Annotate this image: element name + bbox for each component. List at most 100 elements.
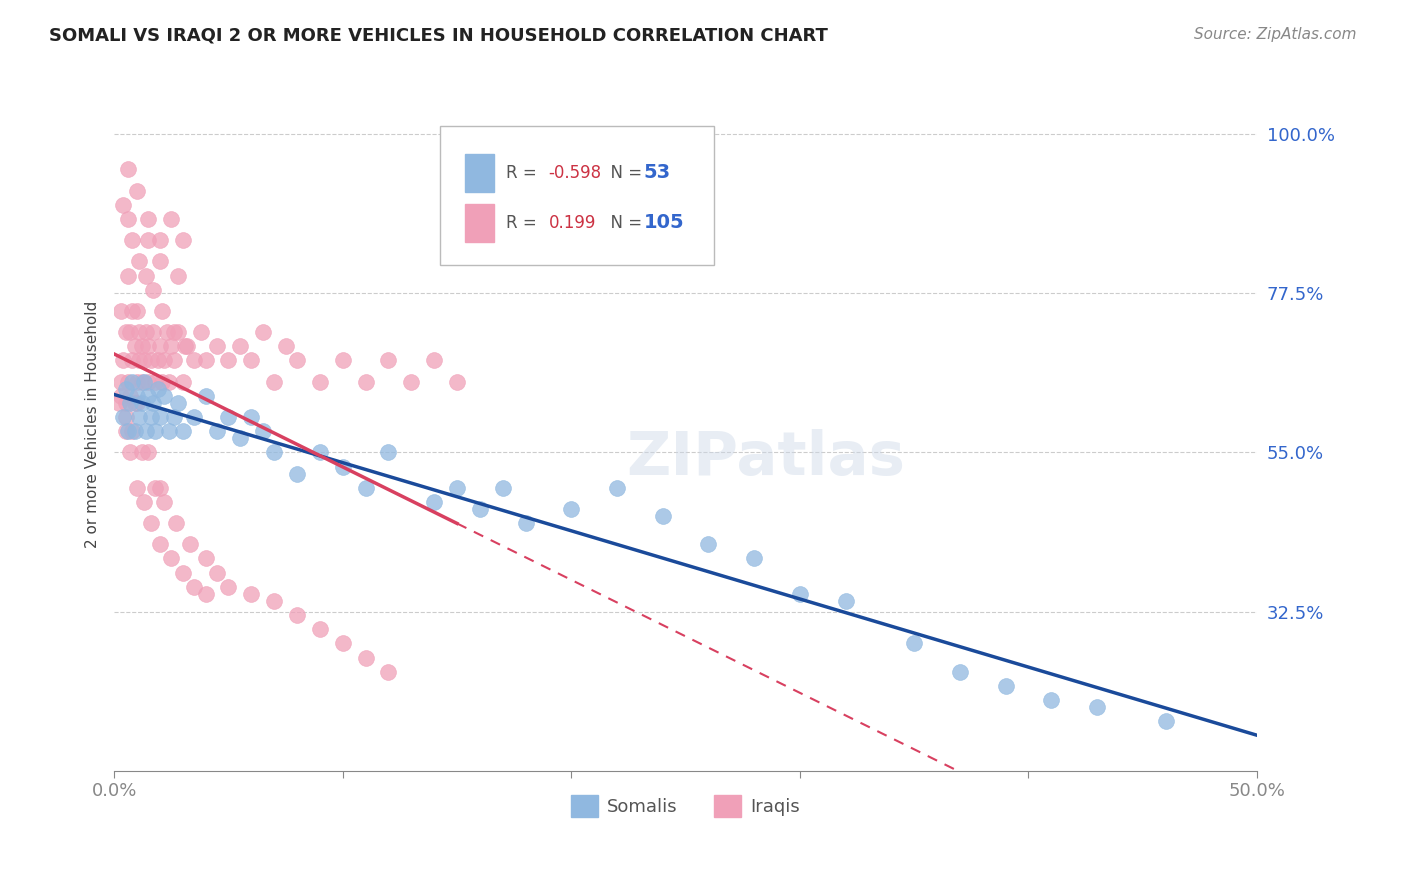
Point bbox=[285, 608, 308, 623]
Point bbox=[110, 375, 132, 389]
Point bbox=[205, 566, 228, 580]
Point bbox=[263, 594, 285, 608]
Point bbox=[114, 396, 136, 410]
Point bbox=[285, 467, 308, 481]
Point bbox=[142, 325, 165, 339]
Point bbox=[117, 211, 139, 226]
Point bbox=[131, 396, 153, 410]
Point bbox=[651, 509, 673, 524]
Point bbox=[263, 445, 285, 459]
Point bbox=[124, 339, 146, 353]
Point bbox=[183, 580, 205, 594]
Point bbox=[354, 481, 377, 495]
Point bbox=[149, 254, 172, 268]
Y-axis label: 2 or more Vehicles in Household: 2 or more Vehicles in Household bbox=[86, 301, 100, 548]
Point bbox=[149, 537, 172, 551]
Point bbox=[125, 184, 148, 198]
Point bbox=[124, 396, 146, 410]
Point bbox=[205, 424, 228, 438]
Point bbox=[135, 268, 157, 283]
Text: R =: R = bbox=[506, 214, 543, 232]
Point bbox=[994, 679, 1017, 693]
Bar bbox=[465, 153, 494, 192]
Point bbox=[120, 445, 142, 459]
Text: N =: N = bbox=[600, 164, 647, 182]
Point bbox=[229, 431, 252, 445]
Point bbox=[606, 481, 628, 495]
Point bbox=[117, 375, 139, 389]
Point bbox=[138, 233, 160, 247]
Point bbox=[120, 396, 142, 410]
Point bbox=[124, 424, 146, 438]
Point bbox=[446, 481, 468, 495]
Point bbox=[121, 304, 143, 318]
Point bbox=[697, 537, 720, 551]
Point bbox=[903, 636, 925, 650]
Point bbox=[183, 409, 205, 424]
Point bbox=[131, 375, 153, 389]
Point bbox=[377, 445, 399, 459]
Point bbox=[117, 424, 139, 438]
Point bbox=[263, 375, 285, 389]
Point bbox=[110, 304, 132, 318]
Point bbox=[172, 375, 194, 389]
Point bbox=[132, 495, 155, 509]
Point bbox=[150, 375, 173, 389]
Point bbox=[138, 375, 160, 389]
Point bbox=[110, 389, 132, 403]
Point bbox=[156, 325, 179, 339]
Point bbox=[125, 396, 148, 410]
Text: 53: 53 bbox=[644, 163, 671, 182]
Point bbox=[1040, 693, 1063, 707]
Point bbox=[153, 495, 176, 509]
Point bbox=[117, 162, 139, 177]
Point bbox=[157, 375, 180, 389]
Point bbox=[240, 587, 263, 601]
Point bbox=[332, 636, 354, 650]
Point bbox=[160, 339, 183, 353]
Point bbox=[423, 353, 446, 368]
Text: N =: N = bbox=[600, 214, 647, 232]
Point bbox=[274, 339, 297, 353]
Text: 105: 105 bbox=[644, 213, 683, 232]
Point bbox=[252, 325, 274, 339]
Point bbox=[240, 409, 263, 424]
Text: -0.598: -0.598 bbox=[548, 164, 602, 182]
Point bbox=[468, 502, 491, 516]
Text: R =: R = bbox=[506, 164, 543, 182]
Point bbox=[949, 665, 972, 679]
Point bbox=[153, 353, 176, 368]
Point bbox=[789, 587, 811, 601]
Text: ZIPatlas: ZIPatlas bbox=[626, 429, 905, 488]
Point bbox=[160, 551, 183, 566]
Point bbox=[354, 650, 377, 665]
Point bbox=[149, 339, 172, 353]
Point bbox=[194, 551, 217, 566]
Point bbox=[138, 211, 160, 226]
Point bbox=[114, 424, 136, 438]
Text: SOMALI VS IRAQI 2 OR MORE VEHICLES IN HOUSEHOLD CORRELATION CHART: SOMALI VS IRAQI 2 OR MORE VEHICLES IN HO… bbox=[49, 27, 828, 45]
Point bbox=[217, 353, 239, 368]
Point bbox=[167, 268, 190, 283]
Point bbox=[423, 495, 446, 509]
Point bbox=[162, 353, 184, 368]
Point bbox=[194, 353, 217, 368]
Point bbox=[112, 198, 135, 212]
Point bbox=[183, 353, 205, 368]
Point bbox=[285, 353, 308, 368]
Point bbox=[114, 325, 136, 339]
Point bbox=[120, 389, 142, 403]
Point bbox=[165, 516, 187, 530]
Point bbox=[217, 580, 239, 594]
Point bbox=[114, 409, 136, 424]
Point bbox=[128, 254, 150, 268]
Text: Source: ZipAtlas.com: Source: ZipAtlas.com bbox=[1194, 27, 1357, 42]
Point bbox=[1154, 714, 1177, 728]
Point bbox=[172, 566, 194, 580]
Point bbox=[162, 325, 184, 339]
Point bbox=[112, 353, 135, 368]
Point bbox=[146, 353, 169, 368]
Point bbox=[172, 424, 194, 438]
Text: 0.199: 0.199 bbox=[548, 214, 596, 232]
Point bbox=[172, 233, 194, 247]
